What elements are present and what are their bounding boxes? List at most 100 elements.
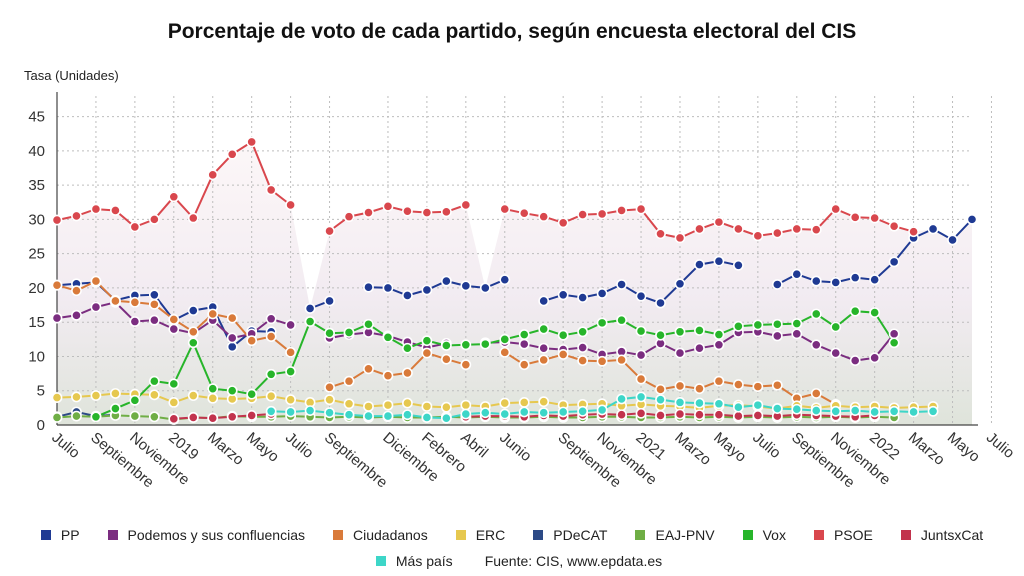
- data-point-m-s-pa-s: [382, 410, 394, 422]
- data-point-ciudadanos: [148, 298, 160, 310]
- data-point-erc: [382, 399, 394, 411]
- data-point-psoe: [71, 210, 82, 222]
- data-point-m-s-pa-s: [655, 394, 666, 406]
- data-point-erc: [90, 390, 102, 401]
- data-point-vox: [869, 307, 881, 318]
- x-tick-label: Mayo: [710, 429, 749, 466]
- y-tick-label: 30: [28, 211, 45, 228]
- x-tick-label: Mayo: [243, 429, 282, 466]
- data-point-erc: [207, 392, 219, 404]
- data-point-pp: [732, 259, 744, 271]
- data-point-psoe: [577, 209, 589, 220]
- x-tick-label: Marzo: [204, 429, 247, 469]
- data-point-m-s-pa-s: [849, 405, 861, 417]
- data-point-ciudadanos: [518, 359, 530, 371]
- data-point-m-s-pa-s: [616, 393, 627, 405]
- legend-item-ciudadanos[interactable]: Ciudadanos: [332, 527, 428, 543]
- x-tick-label: Julio: [48, 429, 83, 462]
- legend-item-podemos-y-sus-confluencias[interactable]: Podemos y sus confluencias: [107, 527, 305, 543]
- data-point-juntsxcat: [694, 409, 705, 421]
- data-point-pp: [324, 295, 335, 307]
- data-point-podemos-y-sus-confluencias: [577, 342, 589, 353]
- legend-item-pdecat[interactable]: PDeCAT: [533, 527, 607, 543]
- legend-label: EAJ-PNV: [655, 527, 715, 543]
- y-tick-label: 20: [28, 280, 45, 297]
- data-point-ciudadanos: [616, 354, 627, 366]
- data-point-podemos-y-sus-confluencias: [285, 319, 297, 331]
- x-tick-label: Julio: [749, 429, 784, 462]
- x-tick-label: Septiembre: [321, 429, 391, 491]
- legend-label: PSOE: [833, 527, 873, 543]
- data-point-psoe: [90, 203, 102, 215]
- data-point-juntsxcat: [168, 413, 180, 425]
- data-point-psoe: [616, 205, 627, 216]
- legend-label: PDeCAT: [553, 527, 608, 543]
- data-point-m-s-pa-s: [324, 407, 335, 419]
- data-point-ciudadanos: [285, 346, 297, 358]
- data-point-psoe: [324, 225, 335, 237]
- data-point-m-s-pa-s: [791, 403, 803, 415]
- data-point-psoe: [343, 211, 355, 223]
- data-point-psoe: [557, 217, 569, 229]
- data-point-pp: [148, 289, 160, 301]
- data-point-juntsxcat: [635, 407, 647, 419]
- data-point-vox: [440, 340, 452, 351]
- y-tick-label: 0: [37, 417, 45, 434]
- legend-item-juntsxcat[interactable]: JuntsxCat: [900, 527, 983, 543]
- data-point-pp: [888, 256, 900, 268]
- data-point-pp: [538, 295, 550, 307]
- data-point-pp: [713, 255, 725, 267]
- data-point-pp: [927, 223, 939, 235]
- data-point-vox: [402, 342, 413, 354]
- data-point-ciudadanos: [440, 353, 452, 365]
- data-point-vox: [538, 323, 550, 335]
- data-point-juntsxcat: [752, 410, 764, 421]
- legend-label: Vox: [762, 527, 786, 543]
- data-point-m-s-pa-s: [499, 408, 511, 420]
- data-point-vox: [888, 337, 900, 349]
- data-point-vox: [265, 368, 277, 380]
- data-point-ciudadanos: [557, 349, 569, 360]
- data-point-vox: [304, 316, 316, 327]
- data-point-pp: [674, 278, 686, 290]
- legend-item-pp[interactable]: PP: [40, 527, 80, 543]
- legend-item-m-s-pa-s[interactable]: Más país: [375, 553, 453, 569]
- data-point-pp: [440, 275, 452, 287]
- data-point-m-s-pa-s: [830, 405, 842, 417]
- data-point-podemos-y-sus-confluencias: [518, 338, 530, 350]
- data-point-vox: [635, 325, 647, 337]
- legend-item-erc[interactable]: ERC: [455, 527, 506, 543]
- data-point-ciudadanos: [421, 347, 433, 359]
- data-point-psoe: [518, 207, 530, 219]
- data-point-psoe: [187, 212, 199, 224]
- data-point-vox: [518, 329, 530, 340]
- data-point-eaj-pnv: [148, 411, 160, 423]
- data-point-psoe: [402, 205, 413, 217]
- data-point-erc: [538, 396, 550, 408]
- data-point-ciudadanos: [499, 346, 511, 358]
- legend-item-eaj-pnv[interactable]: EAJ-PNV: [635, 527, 715, 543]
- legend-item-psoe[interactable]: PSOE: [813, 527, 873, 543]
- x-tick-label: Marzo: [671, 429, 714, 469]
- data-point-podemos-y-sus-confluencias: [810, 339, 822, 351]
- data-point-ciudadanos: [674, 380, 686, 392]
- data-point-ciudadanos: [460, 359, 472, 371]
- data-point-pp: [226, 341, 238, 353]
- legend-swatch: [455, 530, 466, 540]
- data-point-ciudadanos: [771, 379, 783, 391]
- data-point-vox: [830, 321, 842, 333]
- data-point-pp: [849, 272, 861, 284]
- data-point-m-s-pa-s: [713, 398, 725, 410]
- legend-label: ERC: [475, 527, 506, 543]
- data-point-vox: [732, 320, 744, 332]
- data-point-psoe: [810, 224, 822, 236]
- data-point-psoe: [655, 228, 666, 240]
- data-point-pp: [947, 234, 958, 246]
- data-point-juntsxcat: [713, 409, 725, 421]
- legend-item-vox[interactable]: Vox: [742, 527, 786, 543]
- data-point-ciudadanos: [90, 275, 102, 287]
- data-point-vox: [713, 329, 725, 340]
- data-point-ciudadanos: [402, 367, 413, 379]
- data-point-pp: [187, 305, 199, 316]
